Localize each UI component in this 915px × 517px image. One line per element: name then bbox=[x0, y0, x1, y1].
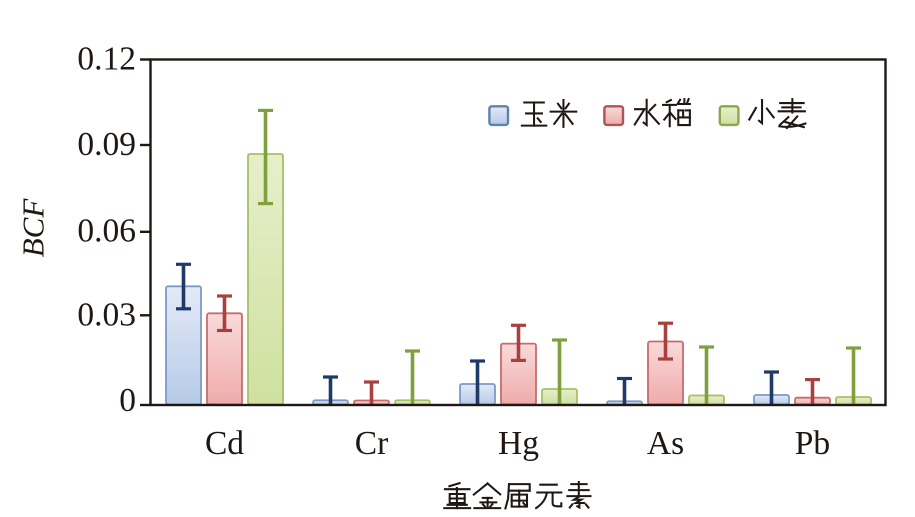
svg-text:0.12: 0.12 bbox=[77, 40, 136, 77]
svg-text:0.03: 0.03 bbox=[77, 296, 136, 333]
svg-text:BCF: BCF bbox=[16, 198, 51, 258]
svg-text:As: As bbox=[647, 425, 684, 462]
svg-text:0.06: 0.06 bbox=[77, 213, 136, 250]
svg-text:0.09: 0.09 bbox=[77, 126, 136, 163]
svg-text:Cr: Cr bbox=[355, 425, 389, 462]
svg-text:Hg: Hg bbox=[498, 425, 539, 462]
svg-text:0: 0 bbox=[119, 382, 136, 419]
svg-text:Cd: Cd bbox=[205, 425, 244, 462]
svg-text:Pb: Pb bbox=[795, 425, 830, 462]
